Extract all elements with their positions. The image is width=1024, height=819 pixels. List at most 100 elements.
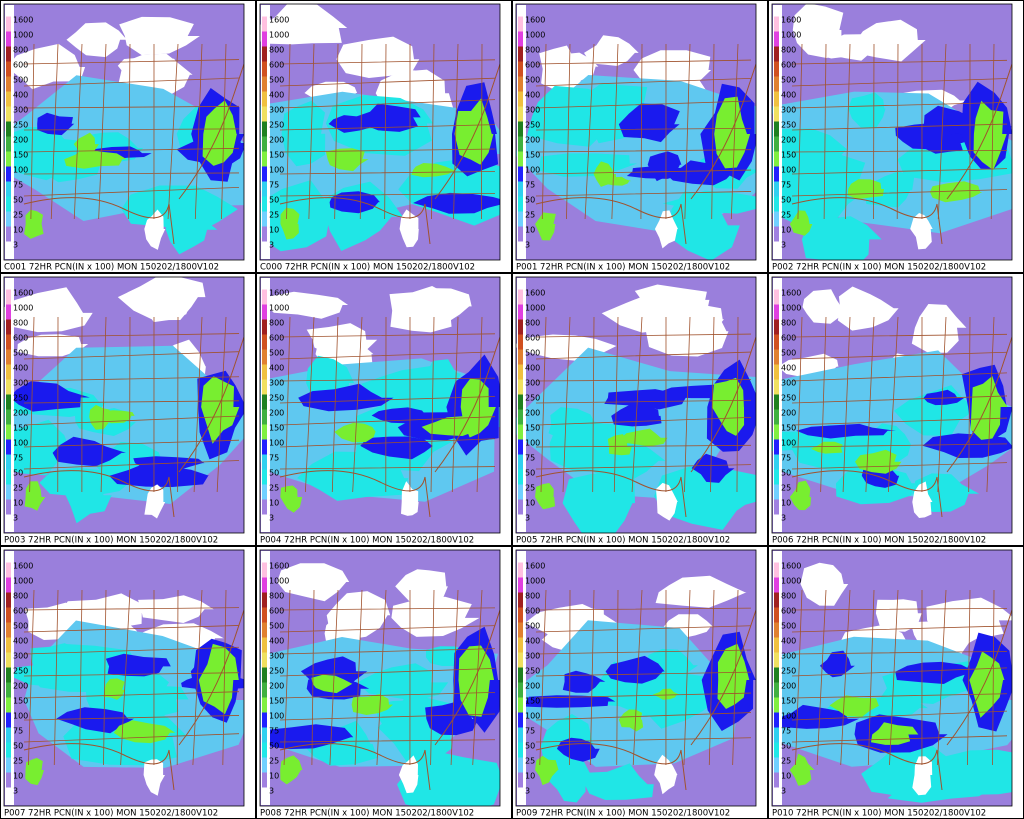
precip-area bbox=[89, 404, 110, 430]
precip-area bbox=[618, 709, 644, 732]
colorbar-swatch bbox=[6, 697, 11, 713]
map-frame bbox=[771, 3, 1013, 261]
colorbar-label: 250 bbox=[269, 121, 284, 130]
coastline bbox=[279, 609, 500, 791]
precip-area bbox=[144, 484, 166, 519]
colorbar-label: 1600 bbox=[781, 16, 801, 25]
colorbar-label: 25 bbox=[13, 211, 23, 220]
colorbar-label: 50 bbox=[13, 196, 23, 205]
colorbar-label: 300 bbox=[525, 652, 540, 661]
colorbar-label: 50 bbox=[781, 469, 791, 478]
colorbar-swatch bbox=[6, 667, 11, 683]
colorbar-swatch bbox=[6, 622, 11, 638]
colorbar-label: 1000 bbox=[525, 304, 545, 313]
colorbar-label: 600 bbox=[525, 61, 540, 70]
colorbar-swatch bbox=[774, 454, 779, 470]
panel-border bbox=[256, 273, 512, 546]
precip-area bbox=[910, 213, 933, 250]
coastline bbox=[535, 609, 756, 791]
map-frame bbox=[515, 3, 757, 261]
colorbar-label: 100 bbox=[269, 166, 284, 175]
colorbar-label: 1600 bbox=[13, 562, 33, 571]
precip-area bbox=[101, 410, 135, 424]
precip-area bbox=[25, 757, 44, 786]
precip-area bbox=[535, 755, 559, 786]
precip-area bbox=[165, 206, 218, 255]
colorbar-label: 3 bbox=[525, 514, 530, 523]
colorbar-label: 300 bbox=[269, 106, 284, 115]
panel-caption: P010 72HR PCN(IN x 100) MON 150202/1800V… bbox=[772, 809, 986, 819]
map bbox=[772, 277, 1012, 533]
colorbar-label: 500 bbox=[13, 76, 28, 85]
colorbar-swatch bbox=[518, 46, 523, 62]
colorbar-swatch bbox=[6, 742, 11, 758]
colorbar-swatch bbox=[774, 592, 779, 608]
colorbar-swatch bbox=[518, 577, 523, 593]
colorbar-label: 150 bbox=[13, 697, 28, 706]
map-panel: 1600 1000 800 600 500 400 300 250 200 150 100 75 50 2… bbox=[0, 0, 256, 273]
colorbar-swatch bbox=[6, 514, 11, 530]
colorbar-swatch bbox=[774, 196, 779, 212]
colorbar-swatch bbox=[262, 16, 267, 32]
colorbar-label: 300 bbox=[781, 379, 796, 388]
colorbar-swatch bbox=[518, 304, 523, 320]
precip-area bbox=[52, 436, 126, 467]
colorbar-label: 25 bbox=[525, 757, 535, 766]
colorbar-label: 800 bbox=[781, 592, 796, 601]
colorbar-label: 10 bbox=[781, 226, 791, 235]
colorbar-label: 400 bbox=[13, 637, 28, 646]
colorbar-label: 100 bbox=[269, 439, 284, 448]
colorbar-swatch bbox=[262, 379, 267, 395]
colorbar-label: 1600 bbox=[525, 562, 545, 571]
precip-area bbox=[277, 563, 350, 602]
colorbar-label: 400 bbox=[525, 637, 540, 646]
colorbar-swatch bbox=[6, 334, 11, 350]
colorbar-swatch bbox=[774, 46, 779, 62]
colorbar-swatch bbox=[6, 682, 11, 698]
precip-area bbox=[411, 163, 456, 178]
colorbar-swatch bbox=[518, 136, 523, 152]
precip-area bbox=[923, 389, 965, 406]
precip-area bbox=[654, 754, 678, 795]
precip-area bbox=[829, 695, 880, 717]
precip-area bbox=[265, 291, 349, 319]
precip-area bbox=[302, 720, 378, 766]
precip-area bbox=[911, 304, 967, 353]
colorbar-swatch bbox=[518, 289, 523, 305]
colorbar-label: 500 bbox=[13, 349, 28, 358]
colorbar-swatch bbox=[518, 106, 523, 122]
colorbar-label: 200 bbox=[269, 409, 284, 418]
map-frame bbox=[3, 3, 245, 261]
colorbar-label: 250 bbox=[525, 394, 540, 403]
colorbar-swatch bbox=[6, 181, 11, 197]
colorbar-swatch bbox=[262, 577, 267, 593]
colorbar-swatch bbox=[518, 334, 523, 350]
precip-area bbox=[802, 289, 845, 324]
colorbar-swatch bbox=[262, 454, 267, 470]
colorbar-label: 150 bbox=[13, 424, 28, 433]
colorbar-swatch bbox=[518, 151, 523, 167]
colorbar-label: 1600 bbox=[781, 562, 801, 571]
precip-area bbox=[789, 753, 815, 786]
precip-area bbox=[311, 674, 353, 694]
colorbar-label: 600 bbox=[13, 61, 28, 70]
colorbar-swatch bbox=[6, 379, 11, 395]
colorbar-swatch bbox=[774, 121, 779, 137]
colorbar-label: 25 bbox=[269, 484, 279, 493]
colorbar-label: 10 bbox=[13, 226, 23, 235]
precip-area bbox=[306, 323, 378, 354]
colorbar-swatch bbox=[774, 319, 779, 335]
colorbar-swatch bbox=[774, 349, 779, 365]
colorbar-label: 200 bbox=[13, 136, 28, 145]
colorbar-label: 800 bbox=[781, 319, 796, 328]
colorbar-label: 10 bbox=[525, 499, 535, 508]
map bbox=[516, 4, 756, 260]
colorbar-label: 500 bbox=[781, 622, 796, 631]
map-frame bbox=[771, 276, 1013, 534]
colorbar-swatch bbox=[6, 211, 11, 227]
colorbar-swatch bbox=[262, 652, 267, 668]
colorbar-swatch bbox=[6, 484, 11, 500]
colorbar-label: 500 bbox=[269, 76, 284, 85]
map-frame bbox=[3, 549, 245, 807]
colorbar-label: 10 bbox=[269, 499, 279, 508]
